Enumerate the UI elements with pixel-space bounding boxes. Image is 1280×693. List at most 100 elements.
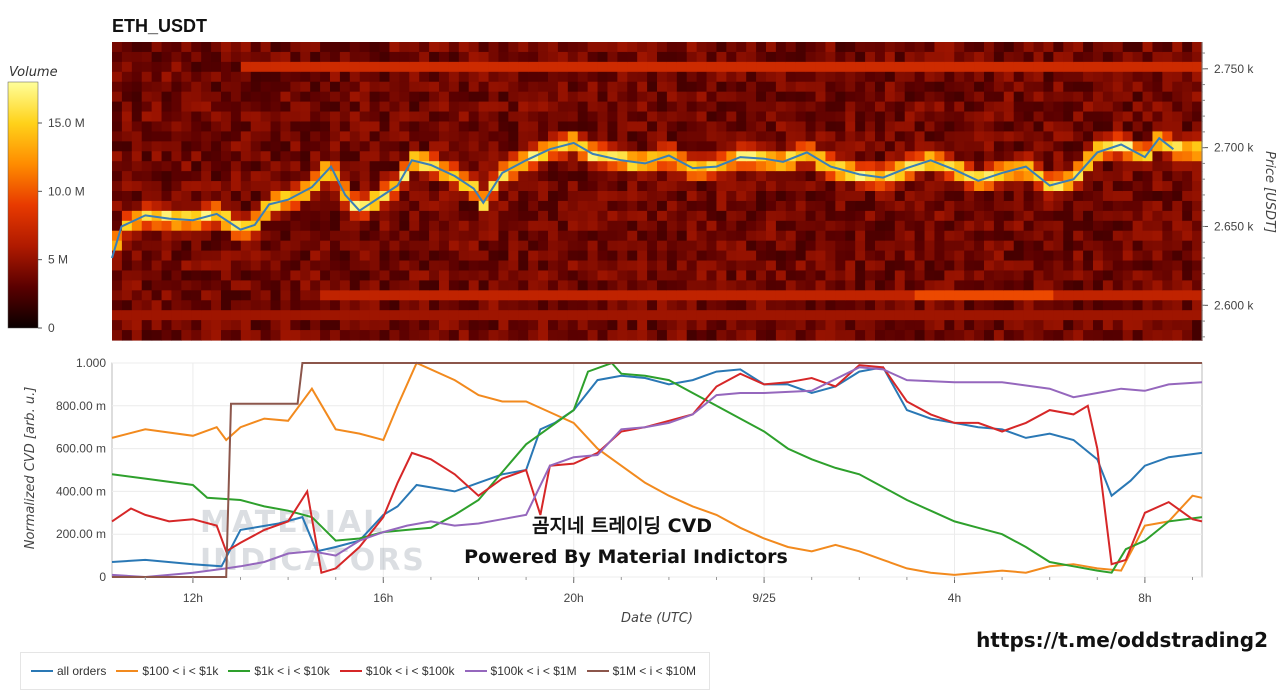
legend-item[interactable]: $1M < i < $10M <box>586 664 696 678</box>
heatmap-cell <box>795 171 807 182</box>
heatmap-cell <box>974 290 985 301</box>
heatmap-cell <box>736 121 747 132</box>
heatmap-cell <box>112 220 123 232</box>
heatmap-cell <box>270 181 282 192</box>
heatmap-cell <box>865 270 876 281</box>
heatmap-cell <box>399 71 410 83</box>
heatmap-cell <box>191 270 202 281</box>
heatmap-cell <box>726 320 737 331</box>
heatmap-cell <box>1162 171 1173 182</box>
heatmap-cell <box>1063 220 1074 232</box>
heatmap-cell <box>1172 320 1183 331</box>
heatmap-cell <box>230 280 242 291</box>
heatmap-cell <box>320 81 331 93</box>
heatmap-cell <box>389 220 400 232</box>
heatmap-cell <box>627 270 638 281</box>
heatmap-cell <box>1192 71 1203 83</box>
heatmap-cell <box>904 280 916 291</box>
heatmap-cell <box>181 191 192 202</box>
heatmap-cell <box>1073 42 1084 53</box>
heatmap-cell <box>1172 151 1183 162</box>
heatmap-cell <box>379 310 391 321</box>
heatmap-cell <box>439 171 450 182</box>
heatmap-cell <box>448 210 460 222</box>
heatmap-cell <box>815 240 827 252</box>
heatmap-cell <box>1023 250 1035 262</box>
heatmap-cell <box>349 280 361 291</box>
heatmap-cell <box>419 51 430 63</box>
heatmap-cell <box>1172 280 1183 291</box>
heatmap-cell <box>805 131 817 142</box>
heatmap-cell <box>974 91 985 103</box>
heatmap-cell <box>191 111 202 123</box>
heatmap-cell <box>1093 320 1104 331</box>
heatmap-cell <box>964 181 975 192</box>
heatmap-cell <box>686 200 698 212</box>
heatmap-cell <box>1013 42 1025 53</box>
legend-swatch <box>31 670 53 672</box>
heatmap-cell <box>815 210 827 222</box>
heatmap-cell <box>974 161 985 172</box>
heatmap-cell <box>548 61 559 73</box>
heatmap-cell <box>478 230 490 242</box>
heatmap-cell <box>270 290 282 301</box>
heatmap-cell <box>191 240 202 252</box>
heatmap-cell <box>865 290 876 301</box>
heatmap-cell <box>706 260 718 272</box>
legend-item[interactable]: $100 < i < $1k <box>116 664 218 678</box>
heatmap-cell <box>775 210 787 222</box>
telegram-link[interactable]: https://t.me/oddstrading2 <box>976 628 1268 652</box>
heatmap-cell <box>379 121 391 132</box>
heatmap-cell <box>270 230 282 242</box>
heatmap-cell <box>221 300 232 311</box>
heatmap-cell <box>419 290 430 301</box>
heatmap-cell <box>855 290 866 301</box>
heatmap-cell <box>439 200 450 212</box>
legend-label: $1k < i < $10k <box>254 664 330 678</box>
heatmap-cell <box>587 42 599 53</box>
heatmap-cell <box>1073 171 1084 182</box>
heatmap-cell <box>151 310 163 321</box>
heatmap-cell <box>1112 171 1124 182</box>
heatmap-cell <box>766 51 777 63</box>
heatmap-cell <box>746 220 757 232</box>
heatmap-cell <box>964 240 975 252</box>
heatmap-cell <box>429 141 440 152</box>
heatmap-cell <box>914 220 926 232</box>
heatmap-cell <box>528 42 539 53</box>
heatmap-cell <box>805 200 817 212</box>
heatmap-cell <box>617 191 628 202</box>
heatmap-cell <box>330 210 341 222</box>
heatmap-cell <box>845 330 856 341</box>
heatmap-cell <box>627 151 638 162</box>
heatmap-cell <box>647 200 658 212</box>
heatmap-cell <box>389 81 400 93</box>
heatmap-cell <box>161 71 173 83</box>
heatmap-cell <box>171 42 182 53</box>
heatmap-cell <box>498 250 509 262</box>
heatmap-cell <box>1043 330 1054 341</box>
heatmap-cell <box>1132 101 1144 113</box>
heatmap-cell <box>191 290 202 301</box>
heatmap-cell <box>1013 131 1025 142</box>
heatmap-cell <box>112 141 123 152</box>
heatmap-cell <box>686 330 698 341</box>
heatmap-cell <box>1192 280 1203 291</box>
heatmap-cell <box>1043 121 1054 132</box>
heatmap-cell <box>1073 320 1084 331</box>
heatmap-cell <box>181 200 192 212</box>
heatmap-cell <box>1013 61 1025 73</box>
legend-item[interactable]: $100k < i < $1M <box>464 664 577 678</box>
heatmap-cell <box>855 200 866 212</box>
legend-item[interactable]: $1k < i < $10k <box>228 664 330 678</box>
legend-item[interactable]: all orders <box>31 664 106 678</box>
heatmap-cell <box>666 51 678 63</box>
heatmap-cell <box>349 230 361 242</box>
heatmap-cell <box>1122 171 1134 182</box>
heatmap-cell <box>766 151 777 162</box>
heatmap-cell <box>389 111 400 123</box>
heatmap-cell <box>835 290 846 301</box>
heatmap-cell <box>429 260 440 272</box>
legend-item[interactable]: $10k < i < $100k <box>339 664 455 678</box>
heatmap-cell <box>399 240 410 252</box>
